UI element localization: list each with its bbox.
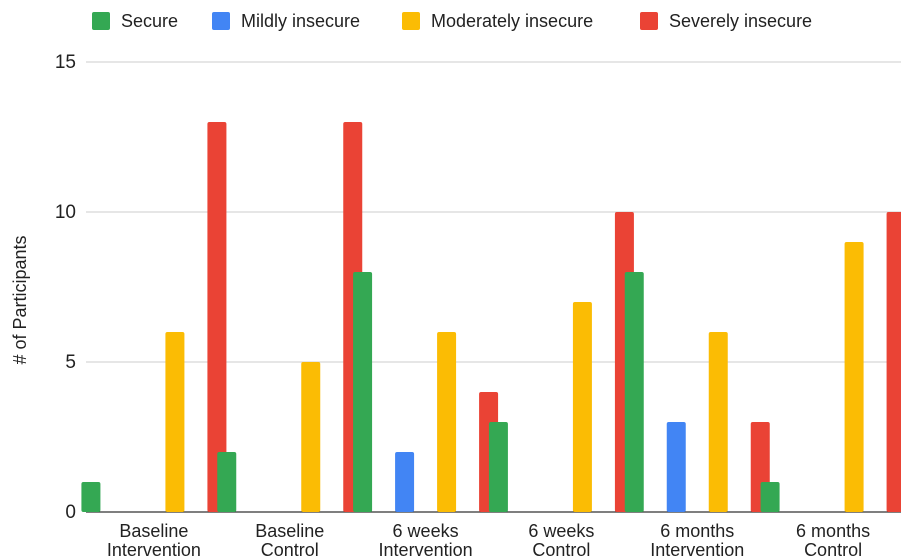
x-tick-label: 6 months <box>796 521 870 541</box>
x-tick-label: Intervention <box>107 540 201 558</box>
legend-label: Mildly insecure <box>241 11 360 31</box>
x-tick-label: Baseline <box>255 521 324 541</box>
legend-swatch <box>212 12 230 30</box>
x-tick-label: Intervention <box>650 540 744 558</box>
legend-label: Moderately insecure <box>431 11 593 31</box>
bar-moderately-insecure <box>437 332 457 512</box>
bar-moderately-insecure <box>708 332 728 512</box>
bar-moderately-insecure <box>572 302 592 512</box>
y-tick-label: 10 <box>55 202 76 223</box>
x-tick-label: Intervention <box>379 540 473 558</box>
x-tick-label: 6 weeks <box>393 521 459 541</box>
y-tick-label: 15 <box>55 52 76 73</box>
x-tick-label: Baseline <box>119 521 188 541</box>
bar-severely-insecure <box>207 122 227 512</box>
bar-secure <box>81 482 101 512</box>
y-axis-ticks: 0 5 10 15 <box>55 52 76 523</box>
y-tick-label: 0 <box>65 502 76 523</box>
bar-moderately-insecure <box>301 362 321 512</box>
x-tick-label: 6 months <box>660 521 734 541</box>
bar-severely-insecure <box>886 212 901 512</box>
x-tick-label: 6 weeks <box>528 521 594 541</box>
bar-secure <box>353 272 373 512</box>
bar-mildly-insecure <box>666 422 686 512</box>
bar-mildly-insecure <box>395 452 415 512</box>
legend-swatch <box>640 12 658 30</box>
bar-secure <box>217 452 237 512</box>
legend-label: Secure <box>121 11 178 31</box>
legend-swatch <box>402 12 420 30</box>
bar-secure <box>488 422 508 512</box>
x-tick-label: Control <box>804 540 862 558</box>
bar-secure <box>624 272 644 512</box>
legend-label: Severely insecure <box>669 11 812 31</box>
legend-swatch <box>92 12 110 30</box>
legend: Secure Mildly insecure Moderately insecure… <box>92 11 812 31</box>
bar-moderately-insecure <box>165 332 185 512</box>
x-tick-label: Control <box>532 540 590 558</box>
bar-secure <box>760 482 780 512</box>
y-tick-label: 5 <box>65 352 76 373</box>
bars <box>81 122 901 512</box>
y-axis-label: # of Participants <box>10 235 30 364</box>
x-tick-label: Control <box>261 540 319 558</box>
bar-moderately-insecure <box>844 242 864 512</box>
